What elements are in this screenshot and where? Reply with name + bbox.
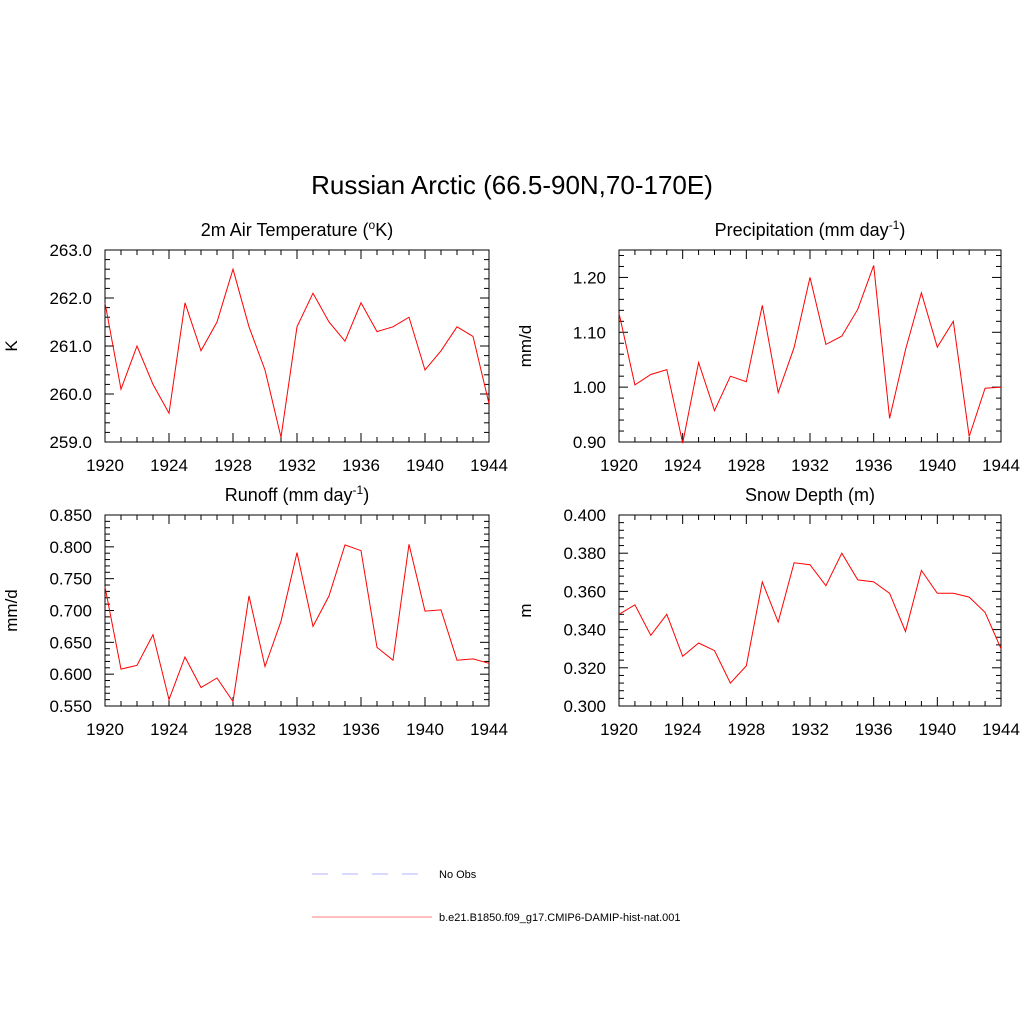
series-line (618, 552, 1002, 684)
x-tick-label: 1920 (600, 456, 638, 475)
x-tick-label: 1940 (918, 720, 956, 739)
chart-title: Russian Arctic (66.5-90N,70-170E) (311, 170, 713, 200)
y-tick-label: 262.0 (49, 289, 92, 308)
x-tick-label: 1940 (406, 720, 444, 739)
chart-panel-4: 1920 1924 1928 1932 1936 1940 1944 0.300 0.320 0.… (516, 485, 1020, 739)
legend-entry-label: No Obs (439, 869, 477, 881)
x-tick-label: 1932 (278, 720, 316, 739)
x-tick-label: 1920 (600, 720, 638, 739)
x-tick-label: 1944 (470, 456, 508, 475)
x-tick-label: 1944 (982, 456, 1020, 475)
y-tick-label: 1.10 (573, 323, 606, 342)
chart-panel-3: 1920 1924 1928 1932 1936 1940 1944 0.550 0.600 0.… (2, 483, 508, 739)
x-tick-label: 1932 (278, 456, 316, 475)
series-line (618, 265, 1002, 444)
x-tick-label: 1928 (727, 720, 765, 739)
chart-panel-1: 1920 1924 1928 1932 1936 1940 1944 259.0 260.0 26… (2, 218, 508, 475)
legend: No Obs b.e21.B1850.f09_g17.CMIP6-DAMIP-hi… (312, 869, 681, 924)
x-tick-label: 1940 (918, 456, 956, 475)
panel-title: 2m Air Temperature (oK) (201, 218, 393, 240)
y-tick-label: 0.750 (49, 570, 92, 589)
y-tick-label: 0.850 (49, 506, 92, 525)
y-axis-label: mm/d (2, 589, 21, 632)
y-tick-label: 0.320 (563, 659, 606, 678)
x-tick-label: 1924 (150, 456, 188, 475)
y-tick-label: 263.0 (49, 241, 92, 260)
panel-title: Snow Depth (m) (745, 485, 875, 505)
y-tick-label: 0.600 (49, 665, 92, 684)
y-tick-label: 0.650 (49, 633, 92, 652)
y-tick-label: 0.700 (49, 602, 92, 621)
x-tick-label: 1932 (791, 456, 829, 475)
x-tick-label: 1928 (727, 456, 765, 475)
y-tick-label: 261.0 (49, 337, 92, 356)
plot-frame (618, 514, 1002, 707)
x-tick-label: 1936 (855, 456, 893, 475)
x-tick-label: 1940 (406, 456, 444, 475)
legend-entry-label: b.e21.B1850.f09_g17.CMIP6-DAMIP-hist-nat… (439, 912, 681, 924)
x-tick-label: 1936 (342, 720, 380, 739)
x-tick-label: 1932 (791, 720, 829, 739)
panel-title: Runoff (mm day-1) (225, 483, 369, 505)
y-tick-label: 0.550 (49, 697, 92, 716)
y-tick-label: 0.800 (49, 538, 92, 557)
y-axis-label: K (2, 340, 21, 352)
series-line (104, 544, 490, 703)
y-tick-label: 259.0 (49, 433, 92, 452)
x-tick-label: 1924 (150, 720, 188, 739)
x-tick-label: 1944 (470, 720, 508, 739)
y-tick-label: 0.300 (563, 697, 606, 716)
series-line (104, 267, 490, 438)
x-tick-label: 1920 (86, 456, 124, 475)
x-tick-label: 1944 (982, 720, 1020, 739)
y-axis-label: mm/d (516, 325, 535, 368)
y-tick-label: 0.400 (563, 506, 606, 525)
x-tick-label: 1936 (342, 456, 380, 475)
x-tick-label: 1924 (664, 456, 702, 475)
panel-title: Precipitation (mm day-1) (715, 218, 906, 240)
plot-frame (104, 249, 490, 443)
y-tick-label: 1.20 (573, 268, 606, 287)
chart-panel-2: 1920 1924 1928 1932 1936 1940 1944 0.90 1.00 1.10… (516, 218, 1020, 475)
y-tick-label: 0.90 (573, 433, 606, 452)
y-tick-label: 1.00 (573, 378, 606, 397)
x-tick-label: 1928 (214, 720, 252, 739)
y-tick-label: 0.340 (563, 621, 606, 640)
y-tick-label: 0.360 (563, 582, 606, 601)
x-tick-label: 1936 (855, 720, 893, 739)
x-tick-label: 1928 (214, 456, 252, 475)
y-axis-label: m (516, 603, 535, 617)
x-tick-label: 1924 (664, 720, 702, 739)
y-tick-label: 0.380 (563, 544, 606, 563)
y-tick-label: 260.0 (49, 385, 92, 404)
x-tick-label: 1920 (86, 720, 124, 739)
